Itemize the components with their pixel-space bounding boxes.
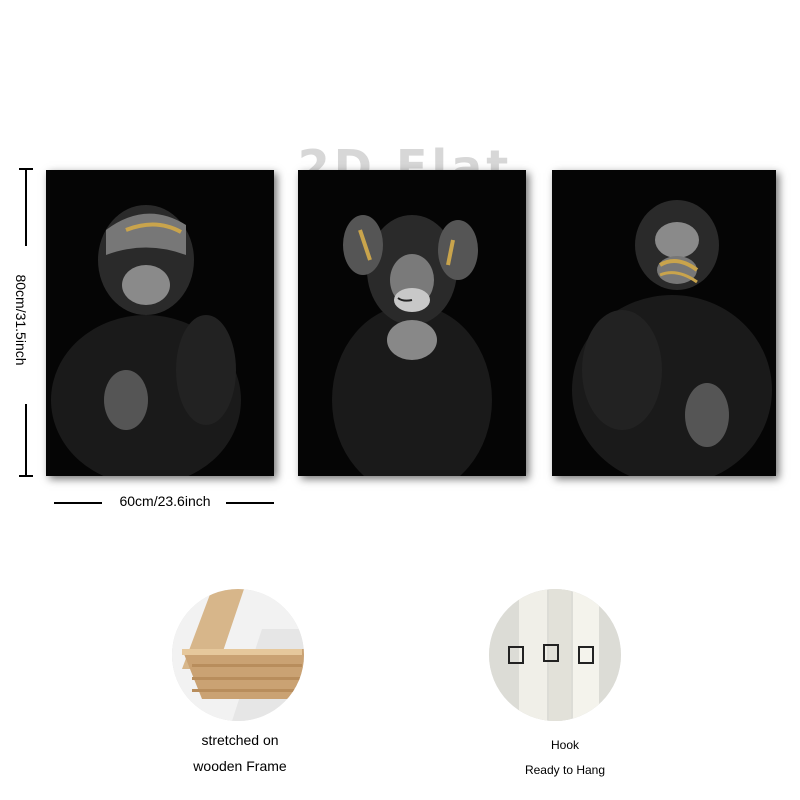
chimp-covering-mouth-image — [552, 170, 776, 476]
wooden-frame-detail-image — [172, 589, 304, 721]
chimp-covering-eyes-image — [46, 170, 274, 476]
width-dimension-label: 60cm/23.6inch — [119, 493, 211, 509]
canvas-panel-speak-no-evil — [552, 170, 776, 476]
height-dimension-bottom-tick — [19, 475, 33, 477]
height-dimension-line-lower — [25, 404, 27, 476]
width-dimension-line-left — [54, 502, 102, 504]
hook-caption-line2: Ready to Hang — [524, 763, 606, 777]
hook-caption-line1: Hook — [550, 738, 579, 752]
canvas-panel-hear-no-evil — [298, 170, 526, 476]
frame-caption-line1: stretched on — [201, 732, 279, 748]
canvas-panel-see-no-evil — [46, 170, 274, 476]
frame-caption-line2: wooden Frame — [193, 758, 287, 774]
height-dimension-label: 80cm/31.5inch — [13, 274, 29, 366]
chimp-covering-ears-image — [298, 170, 526, 476]
height-dimension-line-upper — [25, 168, 27, 246]
width-dimension-line-right — [226, 502, 274, 504]
hook-detail-image — [489, 589, 621, 721]
